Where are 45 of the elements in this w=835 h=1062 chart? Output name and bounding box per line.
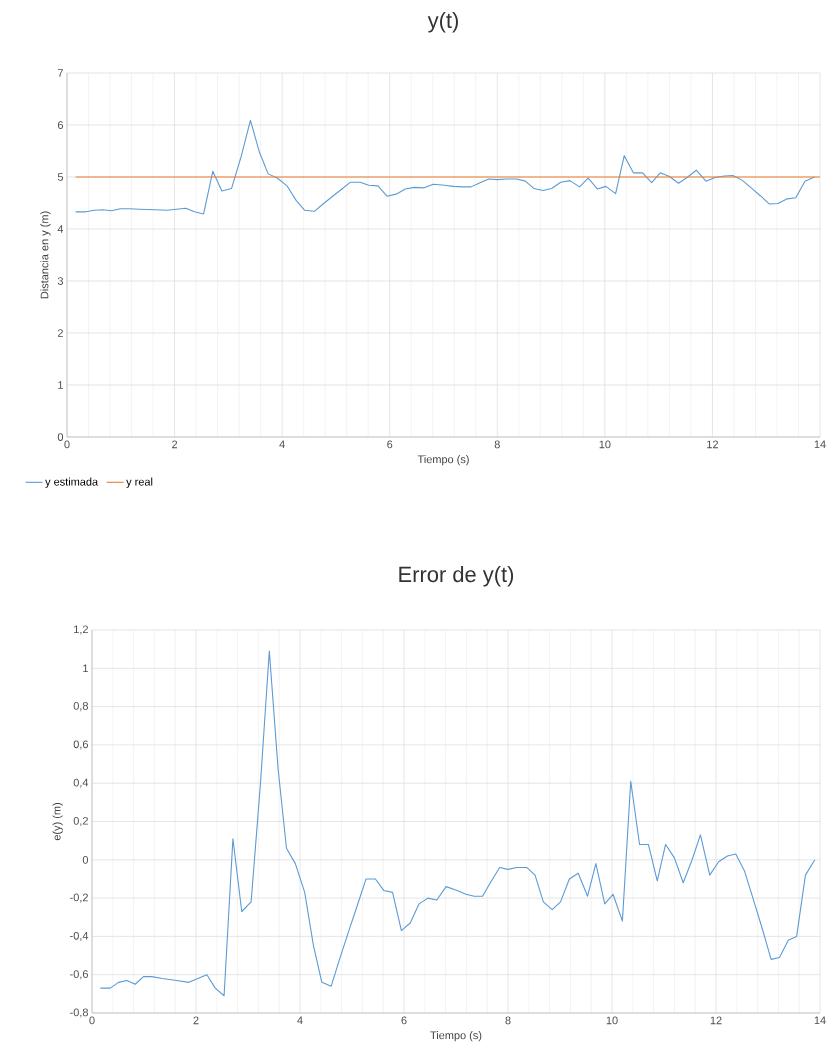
y-tick-label: -0,8 xyxy=(70,1008,88,1018)
line-series xyxy=(75,119,816,215)
x-tick-label: 2 xyxy=(172,440,178,449)
x-tick-label: 12 xyxy=(707,440,718,449)
y-tick-label: 5 xyxy=(57,173,64,181)
line-series xyxy=(99,650,816,997)
x-tick-label: 12 xyxy=(710,1016,722,1025)
y-tick-label: 1 xyxy=(58,381,63,389)
x-axis-title: Tiempo (s) xyxy=(430,1031,482,1042)
y-tick-label: -0,2 xyxy=(70,893,88,903)
y-tick-label: -0,6 xyxy=(70,970,88,980)
x-tick-label: 14 xyxy=(814,440,826,449)
y-tick-label: 0,2 xyxy=(73,816,88,827)
legend-label: y estimada xyxy=(45,477,99,488)
y-tick-label: 7 xyxy=(57,69,63,77)
x-tick-label: 14 xyxy=(814,1016,826,1025)
y-axis-title: e(y) (m) xyxy=(52,803,63,841)
y-tick-label: 0 xyxy=(82,855,89,864)
y-tick-label: 1 xyxy=(83,664,88,673)
y-tick-label: 0,6 xyxy=(73,740,88,750)
y-tick-label: 0,4 xyxy=(73,778,89,788)
x-tick-label: 0 xyxy=(64,440,70,449)
x-tick-label: 10 xyxy=(599,440,611,449)
x-tick-label: 4 xyxy=(279,440,285,449)
y-tick-label: 2 xyxy=(57,329,63,337)
y-tick-label: 3 xyxy=(57,277,63,285)
y-tick-label: 6 xyxy=(57,121,63,129)
y-tick-label: 1,2 xyxy=(74,625,88,635)
x-axis-title: Tiempo (s) xyxy=(417,455,469,466)
x-tick-label: 6 xyxy=(401,1016,407,1025)
x-tick-label: 10 xyxy=(606,1016,618,1025)
x-tick-label: 0 xyxy=(89,1016,95,1025)
chart-title: y(t) xyxy=(427,12,458,33)
x-tick-label: 2 xyxy=(193,1016,199,1025)
y-tick-label: 0,8 xyxy=(73,702,88,712)
y-tick-label: -0,4 xyxy=(70,931,89,941)
y-tick-label: 0 xyxy=(57,433,64,441)
legend-label: y real xyxy=(126,477,153,488)
x-tick-label: 8 xyxy=(494,440,500,449)
x-tick-label: 4 xyxy=(297,1016,303,1025)
y-tick-label: 4 xyxy=(57,225,64,233)
x-tick-label: 8 xyxy=(505,1016,511,1025)
y-axis-title: Distancia en y (m) xyxy=(40,211,51,299)
x-tick-label: 6 xyxy=(387,440,393,449)
chart-title: Error de y(t) xyxy=(399,566,514,587)
